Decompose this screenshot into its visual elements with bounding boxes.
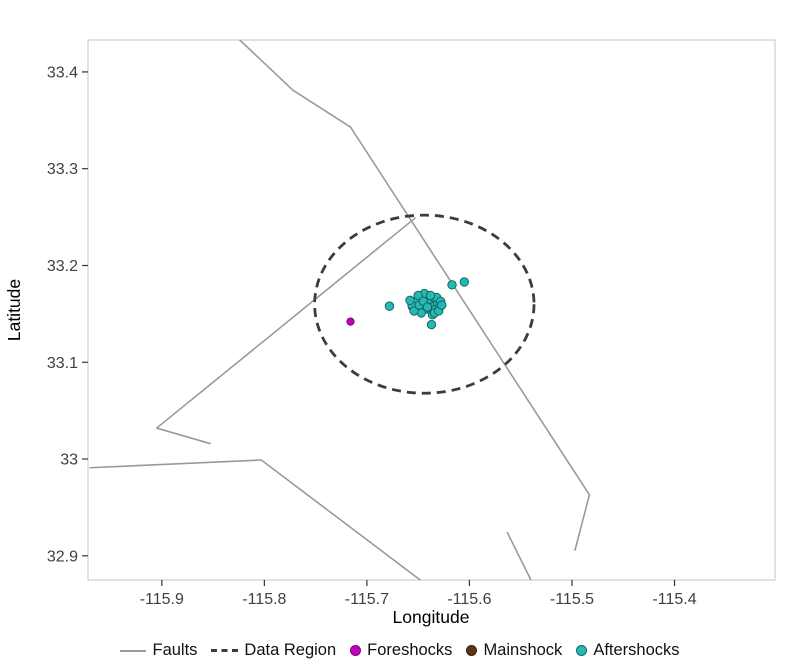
aftershock-point (437, 300, 447, 310)
x-tick-label: -115.6 (447, 591, 491, 608)
legend-label-foreshocks: Foreshocks (367, 641, 453, 659)
axes: -115.9 -115.8 -115.7 -115.6 -115.5 -115.4 33.4… (47, 64, 697, 608)
legend-label-mainshock: Mainshock (483, 641, 563, 659)
aftershock-point (422, 302, 433, 312)
fault-line (506, 531, 532, 580)
x-tick-label: -115.9 (140, 591, 184, 608)
aftershock-point (413, 290, 423, 301)
legend-item-foreshocks: Foreshocks (350, 641, 452, 660)
mainshock-swatch (466, 645, 478, 656)
aftershock-point (425, 290, 436, 301)
aftershock-point (384, 301, 395, 311)
y-tick-label: 33.3 (47, 161, 78, 178)
plot-marks (89, 40, 591, 580)
fault-line (238, 40, 352, 128)
x-tick-label: -115.8 (242, 591, 286, 608)
y-tick-label: 33.2 (47, 258, 78, 275)
aftershock-point (459, 277, 470, 287)
legend-item-data-region: Data Region (211, 641, 336, 660)
y-tick-label: 33.1 (47, 355, 78, 372)
fault-line (155, 217, 416, 445)
data-region-swatch (211, 649, 239, 652)
legend-label-aftershocks: Aftershocks (593, 641, 680, 659)
x-tick-label: -115.5 (550, 591, 594, 608)
x-axis-title: Longitude (393, 607, 470, 627)
aftershock-point (426, 319, 437, 330)
legend-label-faults: Faults (152, 641, 198, 659)
fault-line (89, 459, 422, 580)
legend-item-mainshock: Mainshock (466, 641, 562, 660)
seismicity-map-plot: -115.9 -115.8 -115.7 -115.6 -115.5 -115.4 33.4… (4, 39, 776, 627)
legend-item-faults: Faults (120, 641, 197, 660)
legend-label-data-region: Data Region (244, 641, 337, 659)
legend-item-aftershocks: Aftershocks (576, 641, 680, 660)
foreshock-point (346, 317, 355, 326)
y-tick-label: 32.9 (47, 548, 78, 565)
foreshocks-swatch (350, 645, 362, 656)
aftershocks-swatch (576, 645, 588, 656)
faults-swatch (120, 649, 147, 652)
y-axis-title: Latitude (4, 279, 24, 341)
x-tick-label: -115.7 (345, 591, 389, 608)
y-tick-label: 33.4 (47, 64, 78, 81)
legend: Faults Data Region Foreshocks Mainshock Afte… (0, 632, 800, 669)
fault-line (349, 126, 591, 551)
x-tick-label: -115.4 (652, 591, 696, 608)
y-tick-label: 33 (60, 452, 78, 469)
aftershock-point (405, 295, 415, 306)
aftershock-point (409, 306, 419, 316)
data-region-ellipse (313, 213, 536, 395)
aftershock-point (447, 280, 457, 290)
